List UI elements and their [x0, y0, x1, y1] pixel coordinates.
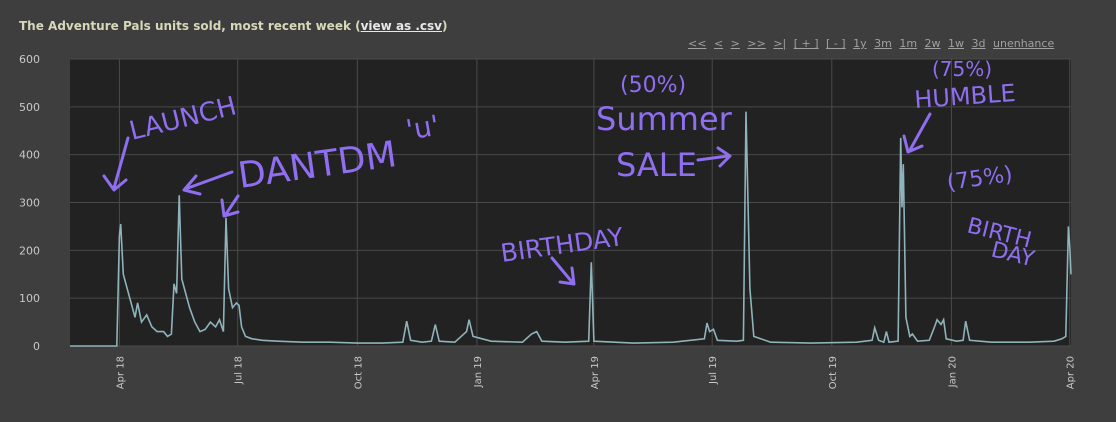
arrow-dantdm-left [182, 170, 234, 196]
range-1y-button[interactable]: 1y [853, 37, 867, 50]
x-tick-label: Jul 19 [708, 356, 719, 385]
x-tick-label: Oct 19 [828, 356, 839, 389]
title-text: The Adventure Pals units sold, most rece… [19, 19, 361, 33]
y-tick-label: 300 [19, 197, 40, 210]
view-csv-link[interactable]: view as .csv [360, 19, 443, 33]
x-tick-label: Apr 19 [590, 356, 601, 389]
nav-last-button[interactable]: >| [773, 37, 787, 50]
y-tick-label: 200 [19, 244, 40, 257]
x-tick-label: Jan 19 [473, 356, 484, 388]
y-tick-label: 400 [19, 149, 40, 162]
x-tick-label: Apr 18 [115, 356, 126, 389]
arrow-birthday [550, 256, 576, 286]
range-3m-button[interactable]: 3m [874, 37, 892, 50]
y-tick-label: 600 [19, 53, 40, 66]
annotation-sale: SALE [616, 146, 697, 184]
chart-title: The Adventure Pals units sold, most rece… [19, 19, 448, 33]
y-tick-label: 100 [19, 292, 40, 305]
annotation-face: 'u' [403, 109, 441, 147]
nav-fast-next-button[interactable]: >> [747, 37, 766, 50]
arrow-humble [902, 112, 932, 154]
nav-first-button[interactable]: << [688, 37, 707, 50]
range-1m-button[interactable]: 1m [899, 37, 918, 50]
zoom-in-button[interactable]: [ + ] [793, 37, 819, 50]
chart-controls: << < > >> >| [ + ] [ - ] 1y 3m 1m 2w 1w … [688, 37, 1088, 50]
x-tick-label: Apr 20 [1066, 356, 1077, 389]
title-close: ) [442, 19, 448, 33]
arrow-dantdm-right [220, 194, 240, 218]
x-tick-label: Jul 18 [234, 356, 245, 385]
arrow-launch [102, 136, 130, 192]
x-tick-label: Oct 18 [353, 356, 364, 389]
y-tick-label: 0 [33, 340, 40, 353]
unenhance-button[interactable]: unenhance [993, 37, 1055, 50]
range-1w-button[interactable]: 1w [948, 37, 965, 50]
zoom-out-button[interactable]: [ - ] [826, 37, 846, 50]
x-axis: Apr 18 Jul 18 Oct 18 Jan 19 Apr 19 Jul 19 Oct … [115, 356, 1076, 389]
annotation-pct50: (50%) [620, 73, 686, 98]
nav-prev-button[interactable]: < [713, 37, 724, 50]
x-tick-label: Jan 20 [947, 356, 958, 388]
range-3d-button[interactable]: 3d [971, 37, 986, 50]
y-tick-label: 500 [19, 101, 40, 114]
units-sold-line [70, 111, 1072, 347]
y-axis: 0 100 200 300 400 500 600 [19, 53, 40, 353]
nav-next-button[interactable]: > [730, 37, 740, 50]
annotation-pct75-humble: (75%) [932, 57, 992, 81]
annotation-summer: Summer [596, 100, 733, 138]
range-2w-button[interactable]: 2w [924, 37, 941, 50]
arrow-sale [696, 146, 732, 168]
